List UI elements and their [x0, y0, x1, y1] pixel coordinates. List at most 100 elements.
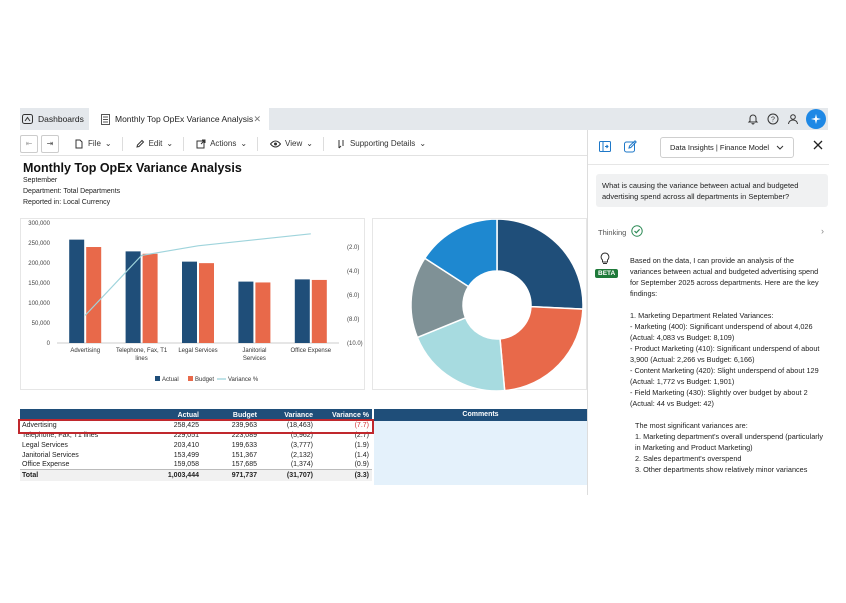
row-variance: (2,132) — [290, 451, 313, 459]
eye-icon — [270, 140, 282, 147]
row-variance-pct: (0.9) — [354, 461, 369, 469]
x-tick-label: Telephone, Fax, T1 — [116, 348, 168, 354]
file-icon — [75, 139, 83, 148]
insights-panel: Data Insights | Finance Model What is ca… — [587, 130, 829, 495]
file-menu[interactable]: File ⌄ — [74, 139, 112, 149]
model-select-value: Data Insights | Finance Model — [670, 143, 770, 152]
answer-summary-item: 3. Other departments show relatively min… — [635, 465, 808, 474]
bar-chart-panel: 300,000 250,000 200,000 150,000 100,000 50,00… — [20, 218, 365, 390]
chevron-right-icon[interactable]: › — [821, 226, 824, 236]
ai-assistant-button[interactable] — [806, 109, 826, 129]
tab-dashboards[interactable]: Dashboards — [20, 108, 88, 130]
bar-actual — [238, 281, 254, 343]
table-total-row: Total 1,003,444 971,737 (31,707) (3.3) — [20, 469, 372, 481]
dashboard-icon — [22, 114, 33, 124]
view-menu[interactable]: View ⌄ — [270, 139, 313, 148]
tab-dashboards-label: Dashboards — [38, 114, 84, 124]
col-header-variance: Variance — [260, 409, 316, 421]
panel-header: Data Insights | Finance Model — [588, 130, 829, 165]
panel-toggle-icon[interactable] — [599, 141, 611, 154]
legend-swatch — [155, 376, 160, 381]
model-select[interactable]: Data Insights | Finance Model — [660, 137, 794, 158]
row-name: Telephone, Fax, T1 lines — [22, 432, 99, 440]
chevron-down-icon: ⌄ — [419, 139, 427, 148]
back-icon[interactable]: ⇤ — [20, 134, 38, 153]
bar-budget — [199, 263, 214, 343]
document-icon — [101, 113, 110, 125]
chevron-down-icon — [776, 144, 784, 153]
legend-label: Budget — [195, 377, 214, 383]
table-row[interactable]: Legal Services 203,410 199,633 (3,777) (… — [20, 441, 372, 451]
y-tick-label: 250,000 — [28, 241, 50, 247]
row-budget: 239,963 — [231, 422, 257, 430]
toolbar: ⇤ ⇥ File ⌄ Edit ⌄ Actions ⌄ View ⌄ Suppo… — [20, 132, 587, 156]
lightbulb-icon — [600, 252, 610, 267]
donut-chart — [410, 218, 584, 392]
donut-slice[interactable] — [496, 218, 584, 310]
table-row[interactable]: Advertising 258,425 239,963 (18,463) (7.… — [20, 421, 372, 431]
bar-actual — [294, 279, 310, 343]
table-row[interactable]: Janitorial Services 153,499 151,367 (2,1… — [20, 450, 372, 460]
x-tick-label: Services — [243, 356, 266, 362]
variance-table: Actual Budget Variance Variance % Advert… — [20, 409, 372, 481]
row-actual: 258,425 — [173, 422, 199, 430]
ai-answer: Based on the data, I can provide an anal… — [630, 255, 824, 475]
answer-summary-item: 2. Sales department's overspend — [635, 454, 742, 463]
y2-tick-label: (10.0) — [347, 341, 363, 347]
actions-menu[interactable]: Actions ⌄ — [196, 139, 247, 149]
col-header-actual: Actual — [136, 409, 202, 421]
edit-menu[interactable]: Edit ⌄ — [135, 139, 174, 149]
report-title: Monthly Top OpEx Variance Analysis — [23, 161, 242, 175]
help-icon[interactable]: ? — [766, 112, 780, 126]
actions-icon — [196, 139, 206, 148]
new-chat-icon[interactable] — [624, 140, 637, 155]
table-row[interactable]: Telephone, Fax, T1 lines 229,051 223,089… — [20, 431, 372, 441]
chevron-down-icon: ⌄ — [166, 139, 174, 148]
legend-label: Variance % — [228, 377, 259, 383]
y-tick-label: 300,000 — [28, 221, 50, 227]
user-icon[interactable] — [786, 112, 800, 126]
donut-chart-panel — [372, 218, 587, 392]
answer-heading: 1. Marketing Department Related Variance… — [630, 311, 774, 320]
total-variance-pct: (3.3) — [316, 469, 372, 481]
row-budget: 223,089 — [231, 432, 257, 440]
donut-slice[interactable] — [416, 316, 506, 392]
row-variance: (1,374) — [290, 461, 313, 469]
row-name: Legal Services — [22, 441, 68, 449]
donut-slice[interactable] — [499, 305, 584, 392]
comments-header: Comments — [374, 409, 587, 421]
x-tick-label: Office Expense — [291, 348, 332, 354]
y-tick-label: 50,000 — [32, 321, 51, 327]
chevron-down-icon: ⌄ — [240, 139, 248, 148]
donut-slice[interactable] — [423, 218, 498, 288]
chevron-down-icon: ⌄ — [104, 139, 112, 148]
bell-icon[interactable] — [746, 112, 760, 126]
file-menu-label: File — [88, 139, 101, 148]
thinking-toggle[interactable]: Thinking — [598, 225, 644, 239]
comments-column[interactable]: Comments — [374, 409, 587, 485]
answer-summary-item: 1. Marketing department's overall unders… — [635, 432, 823, 452]
legend-swatch — [188, 376, 193, 381]
close-tab-icon[interactable]: ✕ — [253, 114, 261, 124]
bar-actual — [69, 239, 85, 343]
bar-actual — [182, 261, 197, 343]
answer-summary-heading: The most significant variances are: — [635, 421, 748, 430]
row-actual: 229,051 — [173, 432, 199, 440]
variance-line — [84, 233, 311, 316]
highlight-box — [18, 419, 374, 434]
tab-report[interactable]: Monthly Top OpEx Variance Analysis ✕ — [89, 108, 269, 130]
y2-tick-label: (6.0) — [347, 293, 359, 299]
supporting-details-menu[interactable]: Supporting Details ⌄ — [336, 139, 426, 149]
close-icon[interactable] — [813, 140, 823, 152]
forward-icon[interactable]: ⇥ — [41, 134, 59, 153]
row-name: Office Expense — [22, 461, 70, 469]
x-tick-label: Advertising — [70, 348, 100, 354]
svg-text:?: ? — [771, 117, 775, 124]
bar-actual — [125, 251, 141, 343]
row-actual: 153,499 — [173, 451, 199, 459]
row-budget: 157,685 — [231, 461, 257, 469]
tab-bar: Dashboards Monthly Top OpEx Variance Ana… — [20, 108, 828, 130]
table-row[interactable]: Office Expense 159,058 157,685 (1,374) (… — [20, 460, 372, 470]
legend-label: Actual — [162, 377, 179, 383]
answer-item: - Content Marketing (420): Slight unders… — [630, 366, 819, 386]
